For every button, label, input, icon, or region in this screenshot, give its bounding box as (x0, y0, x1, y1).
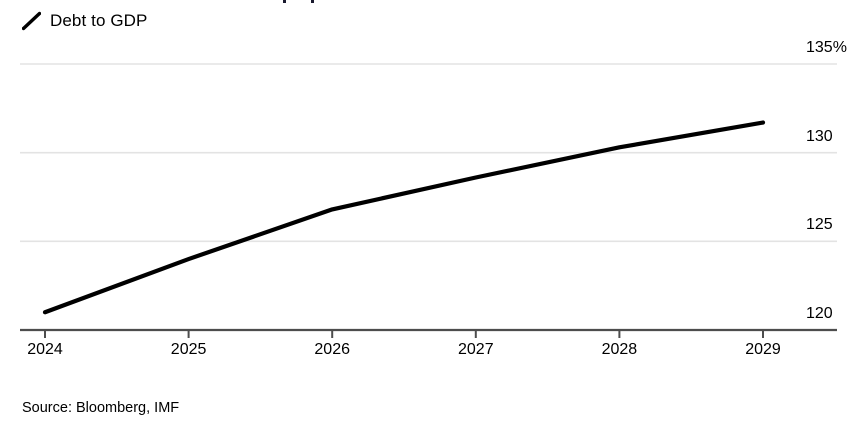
y-axis-label: 130 (806, 127, 833, 145)
legend-label: Debt to GDP (50, 11, 148, 30)
legend: Debt to GDP (22, 10, 147, 32)
x-axis-label: 2025 (170, 341, 207, 358)
x-axis-label: 2024 (27, 341, 63, 358)
x-axis-label: 2029 (745, 341, 781, 358)
x-axis-label: 2027 (458, 341, 494, 358)
y-axis-label: 120 (806, 305, 833, 322)
debt-to-gdp-line (42, 120, 766, 315)
line-series-icon (22, 11, 41, 31)
clipped-title-fragment (283, 0, 286, 3)
y-axis-label: 135% (806, 39, 847, 56)
source-note: Source: Bloomberg, IMF (22, 400, 180, 416)
x-axis-ticks (44, 330, 764, 338)
clipped-title-fragment (311, 0, 314, 3)
x-axis-label: 2028 (601, 341, 638, 358)
gridlines (20, 63, 837, 243)
x-axis-label: 2026 (314, 341, 350, 358)
y-axis-label: 125 (806, 216, 833, 234)
